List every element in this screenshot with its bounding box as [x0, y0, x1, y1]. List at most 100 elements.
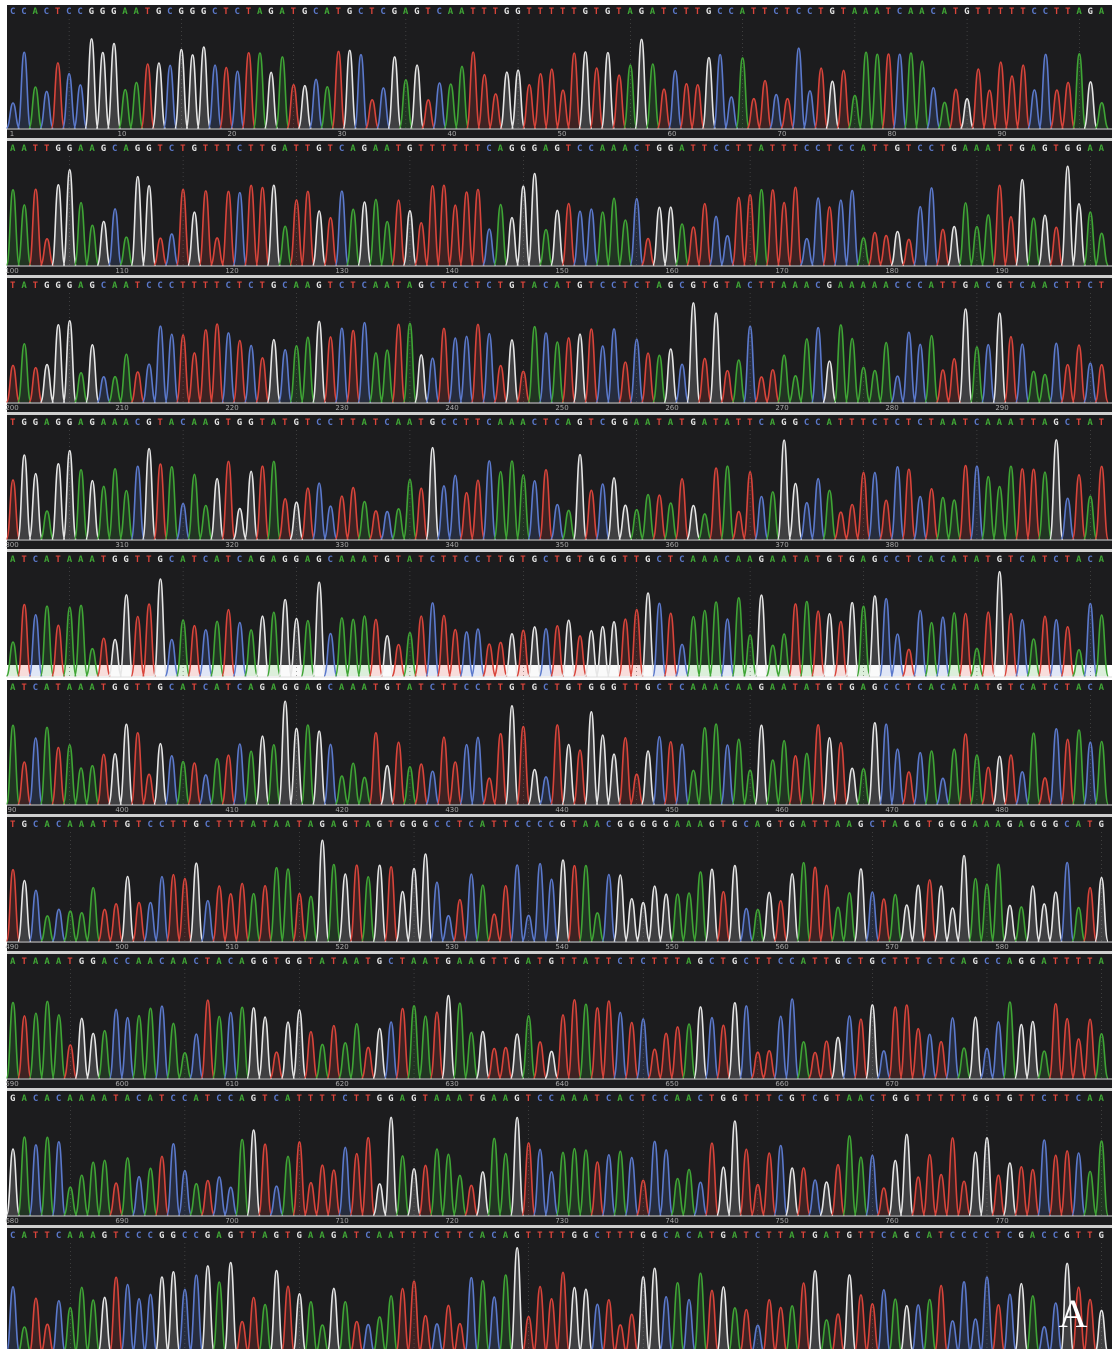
base-letter: A	[90, 1094, 96, 1104]
base-letter: A	[526, 957, 532, 967]
base-letter: C	[724, 683, 729, 693]
position-label: 230	[335, 404, 348, 412]
base-letter: A	[434, 1094, 440, 1104]
base-letter: C	[1053, 281, 1058, 291]
base-letter: T	[294, 144, 300, 154]
base-letter: G	[892, 1094, 897, 1104]
base-letter: A	[690, 683, 696, 693]
position-label: 320	[225, 541, 238, 549]
base-letter: G	[663, 820, 668, 830]
base-letter: A	[271, 683, 277, 693]
base-letter: A	[21, 1094, 27, 1104]
base-letter: G	[1018, 957, 1023, 967]
base-letter: T	[246, 7, 252, 17]
base-letter: T	[430, 144, 436, 154]
base-letter: C	[313, 7, 318, 17]
base-letter: A	[974, 281, 980, 291]
base-letter: T	[55, 555, 61, 565]
base-letter: A	[407, 683, 413, 693]
base-letter: T	[995, 1231, 1001, 1241]
base-letter: T	[554, 683, 560, 693]
base-letter: A	[801, 957, 807, 967]
base-letter: A	[997, 418, 1003, 428]
base-letter: T	[762, 7, 768, 17]
base-letter: T	[766, 1094, 772, 1104]
position-label: 170	[775, 267, 788, 275]
base-letter: A	[690, 555, 696, 565]
base-letter: C	[159, 820, 164, 830]
base-letter: A	[67, 683, 73, 693]
base-letter: T	[881, 1094, 887, 1104]
base-letter: C	[434, 820, 439, 830]
base-letter: G	[509, 144, 514, 154]
base-letter: A	[770, 418, 776, 428]
base-letter: T	[373, 683, 379, 693]
base-letter: A	[668, 418, 674, 428]
base-letter: A	[702, 555, 708, 565]
base-letter: G	[622, 418, 627, 428]
base-letter: T	[145, 7, 151, 17]
base-letter: A	[342, 957, 348, 967]
base-letter: T	[571, 7, 577, 17]
base-letter: T	[985, 555, 991, 565]
position-label: 70	[778, 130, 787, 138]
base-letter: T	[588, 281, 594, 291]
base-letter: G	[668, 144, 673, 154]
base-letter: G	[858, 820, 863, 830]
base-letter: A	[191, 418, 197, 428]
base-letter: A	[44, 957, 50, 967]
base-letter: C	[883, 555, 888, 565]
base-letter: C	[468, 1231, 473, 1241]
base-letter: G	[766, 820, 771, 830]
base-letter: G	[629, 820, 634, 830]
base-letter: C	[212, 7, 217, 17]
base-letter: C	[434, 1231, 439, 1241]
base-letter: T	[205, 957, 211, 967]
base-letter: A	[480, 820, 486, 830]
base-letter: G	[532, 683, 537, 693]
base-letter: T	[838, 683, 844, 693]
base-letter: T	[668, 555, 674, 565]
position-label: 190	[995, 267, 1008, 275]
base-letter: T	[1054, 7, 1060, 17]
base-letter: C	[815, 144, 820, 154]
base-letter: G	[1030, 957, 1035, 967]
base-letter: T	[491, 820, 497, 830]
base-letter: G	[112, 555, 117, 565]
position-label: 110	[115, 267, 128, 275]
position-label: 270	[775, 404, 788, 412]
base-letter: T	[470, 7, 476, 17]
base-letter: C	[961, 1231, 966, 1241]
base-letter: C	[554, 418, 559, 428]
base-letter: A	[951, 683, 957, 693]
base-letter: T	[44, 1231, 50, 1241]
base-letter: C	[193, 1231, 198, 1241]
base-letter: G	[67, 144, 72, 154]
base-letter: T	[929, 418, 935, 428]
position-label: 640	[555, 1080, 568, 1088]
base-letter: A	[248, 555, 254, 565]
base-letter: T	[995, 1094, 1001, 1104]
base-letter: C	[203, 555, 208, 565]
base-letter: T	[835, 1231, 841, 1241]
base-letter: T	[191, 281, 197, 291]
base-letter: A	[216, 957, 222, 967]
base-letter: G	[514, 1094, 519, 1104]
base-letter: T	[883, 418, 889, 428]
base-letter: A	[67, 820, 73, 830]
base-letter: T	[146, 555, 152, 565]
base-letter: G	[377, 1094, 382, 1104]
base-letter: C	[656, 683, 661, 693]
base-letter: T	[239, 1231, 245, 1241]
base-letter: A	[1031, 683, 1037, 693]
base-letter: T	[135, 281, 141, 291]
base-letter: A	[498, 144, 504, 154]
position-label: 280	[885, 404, 898, 412]
base-letter: T	[135, 683, 141, 693]
base-letter: T	[1053, 957, 1059, 967]
base-letter: C	[629, 1094, 634, 1104]
base-letter: T	[441, 281, 447, 291]
base-letter: T	[594, 1094, 600, 1104]
base-letter: G	[214, 418, 219, 428]
base-letter: A	[90, 1231, 96, 1241]
